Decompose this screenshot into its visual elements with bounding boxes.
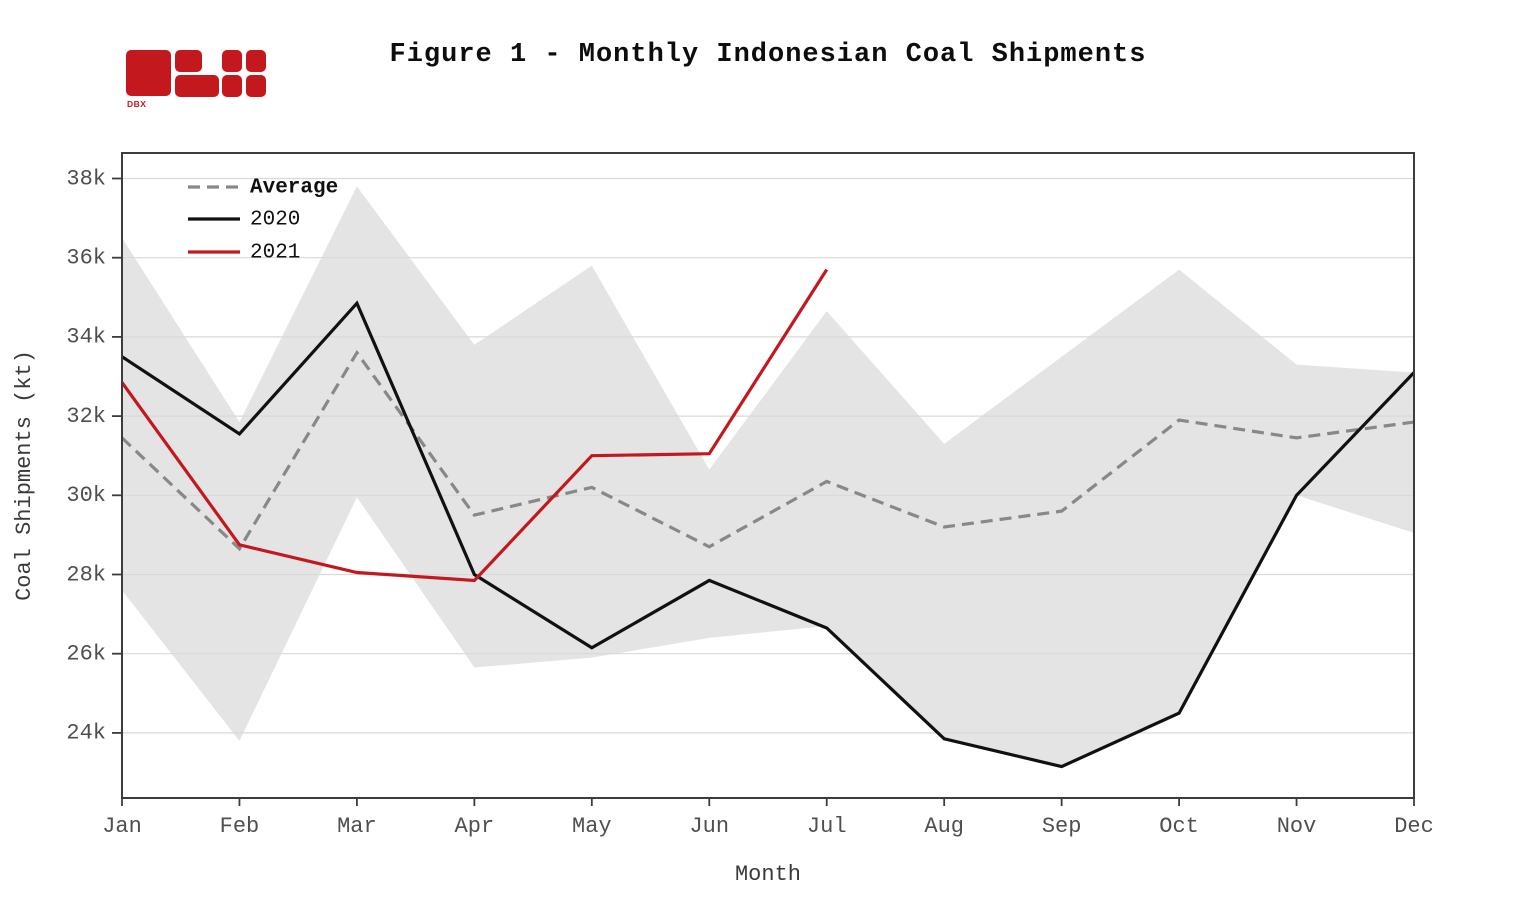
y-axis-title: Coal Shipments (kt)	[12, 350, 37, 601]
dbx-logo: DBX	[125, 48, 275, 110]
logo-block	[175, 50, 202, 72]
y-tick-label: 36k	[66, 246, 106, 271]
y-tick-label: 32k	[66, 404, 106, 429]
y-tick-label: 38k	[66, 166, 106, 191]
logo-block	[222, 50, 242, 72]
dbx-logo-text: DBX	[127, 99, 146, 109]
dbx-logo-icon: DBX	[126, 50, 266, 109]
x-axis-title: Month	[735, 862, 801, 887]
legend-label: 2021	[250, 242, 300, 265]
logo-block	[175, 75, 219, 97]
range-band	[122, 186, 1414, 767]
legend-item-2020: 2020	[188, 209, 300, 232]
legend-item-average: Average	[188, 177, 338, 200]
y-tick-label: 28k	[66, 562, 106, 587]
legend-label: 2020	[250, 209, 300, 232]
logo-block	[126, 50, 171, 96]
y-tick-label: 26k	[66, 642, 106, 667]
logo-block	[222, 75, 242, 97]
plot-frame	[121, 152, 1415, 799]
series-line-2020	[121, 300, 1416, 769]
x-tick-label: Mar	[337, 814, 377, 839]
series-line-average	[120, 349, 1415, 552]
y-tick-label: 30k	[66, 483, 106, 508]
y-tick-label: 34k	[66, 325, 106, 350]
y-tick-label: 24k	[66, 721, 106, 746]
x-tick-label: Jan	[102, 814, 142, 839]
logo-block	[246, 50, 266, 72]
x-tick-label: Dec	[1394, 814, 1434, 839]
logo-block	[246, 75, 266, 97]
x-tick-label: Aug	[924, 814, 964, 839]
x-tick-label: Sep	[1042, 814, 1082, 839]
figure-title: Figure 1 - Monthly Indonesian Coal Shipm…	[389, 40, 1147, 70]
legend-label: Average	[250, 177, 338, 200]
x-tick-label: Nov	[1277, 814, 1317, 839]
series-line-2021	[120, 268, 829, 583]
x-tick-label: Jun	[689, 814, 729, 839]
x-tick-label: Jul	[807, 814, 847, 839]
legend-item-2021: 2021	[188, 242, 300, 265]
x-tick-label: Feb	[220, 814, 260, 839]
x-tick-label: Apr	[455, 814, 495, 839]
x-tick-label: Oct	[1159, 814, 1199, 839]
x-tick-label: May	[572, 814, 612, 839]
